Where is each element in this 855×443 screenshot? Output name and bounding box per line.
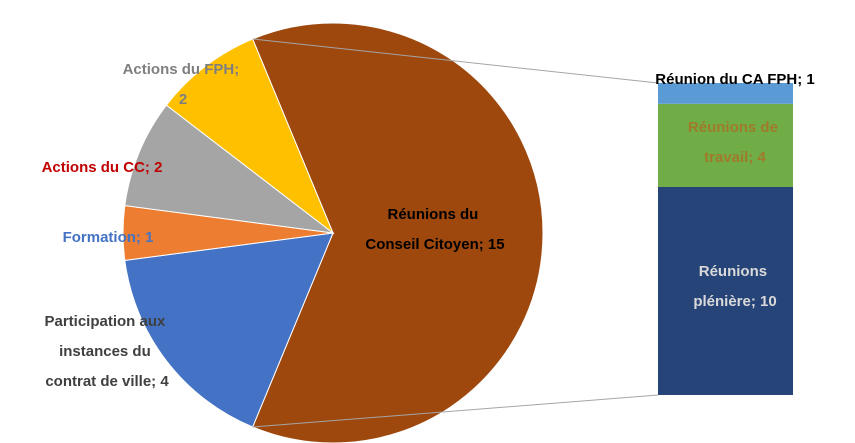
pie-slice bbox=[124, 104, 335, 234]
label-line: plénière; 10 bbox=[693, 293, 776, 310]
data-label: Formation; 1 bbox=[63, 229, 154, 246]
data-label: Réunion du CA FPH; 1 bbox=[655, 71, 814, 88]
label-line: travail; 4 bbox=[704, 149, 766, 166]
label-line: Réunions du bbox=[388, 206, 483, 223]
data-label: Participation aux instances du contrat d… bbox=[44, 313, 169, 390]
bar-segment bbox=[658, 187, 793, 395]
data-label: Actions du CC; 2 bbox=[42, 159, 163, 176]
pie-slice bbox=[165, 38, 335, 235]
label-line: Formation; 1 bbox=[63, 229, 154, 246]
label-line: Participation aux bbox=[44, 313, 169, 330]
label-line: contrat de ville; 4 bbox=[45, 373, 169, 390]
pie-slice bbox=[251, 22, 544, 443]
pie-slice bbox=[124, 232, 334, 428]
label-line: 2 bbox=[179, 91, 187, 108]
label-line: Réunion du CA FPH; 1 bbox=[655, 71, 814, 88]
data-label: Réunions plénière; 10 bbox=[693, 263, 776, 310]
bar-segment bbox=[658, 103, 793, 187]
connector-line bbox=[252, 394, 659, 428]
label-line: Actions du CC; 2 bbox=[42, 159, 163, 176]
data-label: Réunions du Conseil Citoyen; 15 bbox=[365, 206, 504, 253]
connector-line bbox=[252, 38, 659, 84]
bar-segment bbox=[658, 83, 793, 104]
label-line: Réunions bbox=[699, 263, 772, 280]
label-line: Actions du FPH; bbox=[123, 61, 244, 78]
data-label: Actions du FPH; 2 bbox=[123, 61, 244, 108]
label-line: instances du bbox=[59, 343, 155, 360]
data-label: Réunions de travail; 4 bbox=[688, 119, 782, 166]
label-line: Conseil Citoyen; 15 bbox=[365, 236, 504, 253]
label-line: Réunions de bbox=[688, 119, 782, 136]
